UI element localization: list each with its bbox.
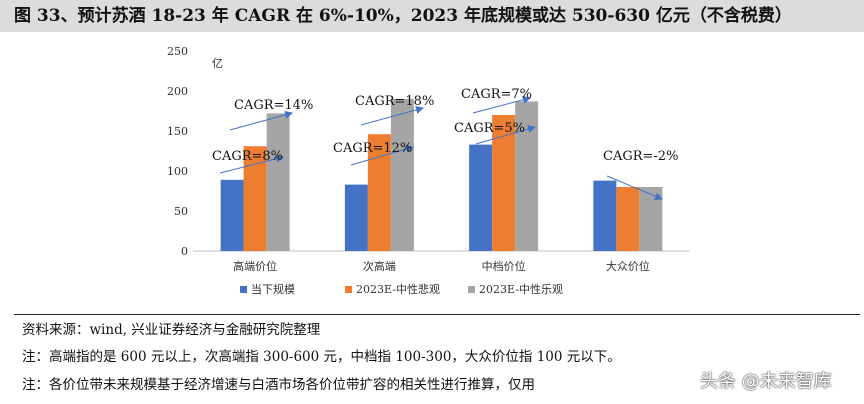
cagr-arrow	[350, 145, 414, 166]
legend-swatch	[468, 286, 475, 293]
source-note: 资料来源：wind, 兴业证券经济与金融研究院整理	[22, 322, 321, 338]
y-tick-label: 100	[167, 165, 188, 178]
y-tick-label: 200	[167, 85, 188, 98]
bar-0-3	[593, 180, 617, 251]
note-2: 注：各价位带未来规模基于经济增速与白酒市场各价位带扩容的相关性进行推算，仅用	[22, 377, 535, 393]
y-tick-label: 50	[174, 205, 188, 218]
cagr-label: CAGR=8%	[212, 149, 283, 164]
figure-title: 图 33、预计苏酒 18-23 年 CAGR 在 6%-10%，2023 年底规…	[0, 0, 864, 32]
watermark: 头条 @未来智库	[700, 371, 832, 392]
cagr-arrow	[606, 175, 663, 200]
legend-label: 2023E-中性乐观	[479, 282, 563, 296]
cagr-label: CAGR=18%	[355, 94, 434, 109]
cagr-label: CAGR=14%	[234, 98, 313, 113]
bar-0-2	[469, 144, 493, 251]
bar-1-3	[616, 187, 640, 251]
note-1: 注：高端指的是 600 元以上，次高端指 300-600 元，中档指 100-3…	[22, 349, 621, 365]
cagr-label: CAGR=-2%	[603, 149, 678, 164]
cagr-label: CAGR=5%	[454, 121, 525, 136]
y-tick-label: 150	[167, 125, 188, 138]
bar-1-0	[243, 146, 267, 251]
unit-label: 亿	[212, 57, 223, 70]
bar-2-1	[390, 99, 414, 251]
y-tick-label: 250	[167, 45, 188, 58]
x-tick-label: 中档价位	[482, 259, 526, 273]
y-tick-label: 0	[181, 245, 188, 258]
bar-2-2	[515, 101, 539, 252]
bar-0-0	[220, 179, 244, 251]
bar-2-0	[266, 113, 290, 252]
cagr-label: CAGR=12%	[333, 141, 412, 156]
bar-1-1	[367, 134, 391, 251]
legend-label: 当下规模	[251, 282, 295, 296]
bar-2-3	[639, 187, 663, 251]
x-tick-label: 大众价位	[606, 259, 650, 273]
legend-swatch	[345, 286, 352, 293]
legend-swatch	[240, 286, 247, 293]
cagr-arrow	[229, 110, 293, 131]
bar-0-1	[344, 184, 368, 251]
legend-label: 2023E-中性悲观	[356, 282, 440, 296]
cagr-arrow	[219, 154, 284, 174]
x-tick-label: 高端价位	[233, 259, 277, 273]
cagr-arrow	[475, 125, 536, 145]
cagr-arrow	[472, 95, 531, 114]
cagr-arrow	[360, 105, 424, 126]
x-tick-label: 次高端	[363, 259, 396, 273]
bar-1-2	[492, 115, 516, 251]
divider	[14, 314, 860, 315]
cagr-label: CAGR=7%	[461, 87, 532, 102]
